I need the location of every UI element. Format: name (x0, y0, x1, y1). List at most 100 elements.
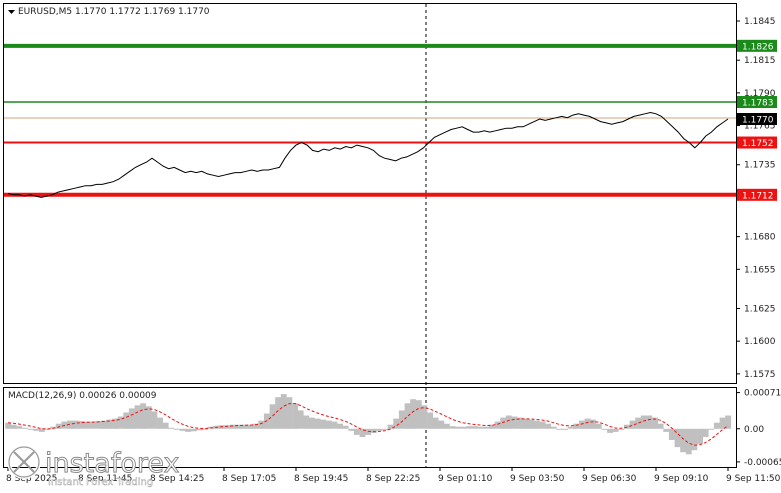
macd-histogram-bar (5, 422, 12, 429)
macd-histogram-bar (342, 425, 349, 429)
axis-layer: 1.1845 1.1815 1.1790 1.1765 1.1735 1.1680 1.16… (6, 17, 781, 484)
level-price-badge (737, 136, 777, 149)
macd-histogram-bar (618, 428, 625, 430)
macd-histogram-bar (382, 428, 388, 430)
macd-histogram-bar (539, 421, 546, 429)
price-axis-label: 1.1655 (744, 265, 776, 275)
macd-histogram-bar (500, 417, 507, 429)
macd-histogram-bar (466, 426, 473, 429)
macd-plot-border (3, 387, 737, 468)
macd-histogram-bar (427, 412, 433, 429)
macd-histogram-bar (511, 416, 518, 429)
price-axis-label: 1.1600 (744, 337, 776, 347)
macd-histogram-bar (443, 423, 450, 429)
level-price-label: 1.1826 (742, 42, 774, 52)
macd-histogram-bar (280, 394, 287, 429)
macd-histogram-bar (325, 420, 332, 429)
macd-histogram-bar (117, 416, 124, 429)
macd-histogram-bar (612, 428, 619, 432)
macd-histogram-bar (140, 403, 147, 429)
macd-histogram-bar (337, 423, 343, 429)
level-price-badge (737, 113, 777, 126)
macd-histogram-bar (269, 404, 276, 429)
macd-histogram-bar (72, 420, 79, 429)
macd-histogram-bar (185, 428, 192, 432)
macd-histogram-bar (359, 428, 366, 437)
time-axis-label: 8 Sep 17:05 (222, 474, 276, 484)
macd-histogram-bar (308, 417, 315, 429)
macd-histogram-bar (652, 417, 658, 429)
macd-histogram-bar (455, 426, 462, 429)
macd-histogram-bar (173, 428, 180, 430)
price-axis-label: 1.1845 (744, 17, 776, 27)
macd-histogram-bar (106, 419, 113, 429)
time-axis-label: 9 Sep 01:10 (438, 474, 493, 484)
macd-histogram-bar (303, 415, 310, 429)
title-layer: EURUSD,M5 1.1770 1.1772 1.1769 1.1770 MA… (8, 7, 210, 401)
macd-histogram-bar (78, 421, 85, 429)
macd-histogram-bar (286, 397, 293, 429)
price-axis-label: 1.1815 (744, 56, 776, 66)
macd-axis-label: 0.00 (744, 425, 764, 435)
macd-histogram-bar (27, 428, 34, 430)
main-chart-title: EURUSD,M5 1.1770 1.1772 1.1769 1.1770 (18, 7, 210, 17)
macd-histogram-bar (190, 428, 197, 432)
macd-histogram-bar (50, 426, 57, 429)
price-axis-label: 1.1575 (744, 370, 776, 380)
macd-histogram-bar (202, 428, 208, 430)
macd-histogram-bar (252, 423, 259, 429)
macd-histogram-bar (640, 415, 647, 429)
macd-histogram-bar (168, 427, 175, 429)
main-price-layer (4, 4, 736, 467)
macd-axis-label: 0.00071 (744, 389, 781, 399)
macd-histogram-bar (567, 426, 574, 429)
macd-histogram-bar (258, 420, 265, 429)
macd-histogram-bar (95, 421, 102, 429)
level-price-badge (737, 96, 777, 109)
macd-histogram-bar (83, 421, 90, 429)
price-axis-label: 1.1765 (744, 122, 776, 132)
macd-histogram-bar (320, 419, 327, 429)
macd-histogram-bar (196, 428, 203, 431)
macd-histogram-bar (595, 423, 602, 429)
macd-histogram-bar (477, 426, 484, 429)
level-price-label: 1.1770 (742, 116, 774, 126)
macd-histogram-bar (38, 428, 45, 432)
price-axis-label: 1.1790 (744, 89, 776, 99)
macd-histogram-bar (522, 418, 529, 429)
macd-histogram-bar (157, 417, 163, 429)
macd-histogram-bar (393, 418, 400, 429)
macd-histogram-bar (629, 420, 636, 429)
macd-histogram-bar (702, 428, 709, 437)
macd-histogram-bar (235, 424, 242, 429)
macd-histogram-bar (725, 415, 732, 429)
macd-histogram-bar (365, 428, 372, 435)
macd-histogram-bar (697, 428, 703, 445)
macd-histogram-bar (460, 426, 467, 429)
level-price-label: 1.1783 (742, 99, 774, 109)
macd-histogram-bar (241, 424, 248, 429)
macd-histogram-bar (112, 418, 118, 429)
macd-histogram-bar (646, 415, 653, 429)
macd-histogram-bar (607, 428, 613, 433)
macd-histogram-bar (533, 420, 540, 429)
macd-histogram-bar (494, 421, 501, 429)
macd-histogram-bar (398, 410, 405, 429)
macd-histogram-bar (415, 400, 422, 429)
time-axis-label: 8 Sep 19:45 (294, 474, 348, 484)
time-axis-label: 9 Sep 09:10 (654, 474, 709, 484)
macd-histogram-bar (528, 419, 535, 429)
macd-axis-label: -0.00065 (744, 458, 781, 468)
macd-histogram-bar (353, 428, 360, 435)
macd-histogram-bar (556, 428, 563, 430)
macd-histogram-bar (713, 422, 720, 429)
time-axis-label: 9 Sep 11:50 (726, 474, 781, 484)
macd-histogram-bar (601, 428, 608, 430)
time-axis-label: 9 Sep 03:50 (510, 474, 565, 484)
macd-histogram-bar (680, 428, 687, 453)
macd-histogram-bar (488, 424, 495, 429)
macd-histogram-bar (387, 424, 394, 429)
symbol-dropdown-icon[interactable] (8, 10, 15, 14)
